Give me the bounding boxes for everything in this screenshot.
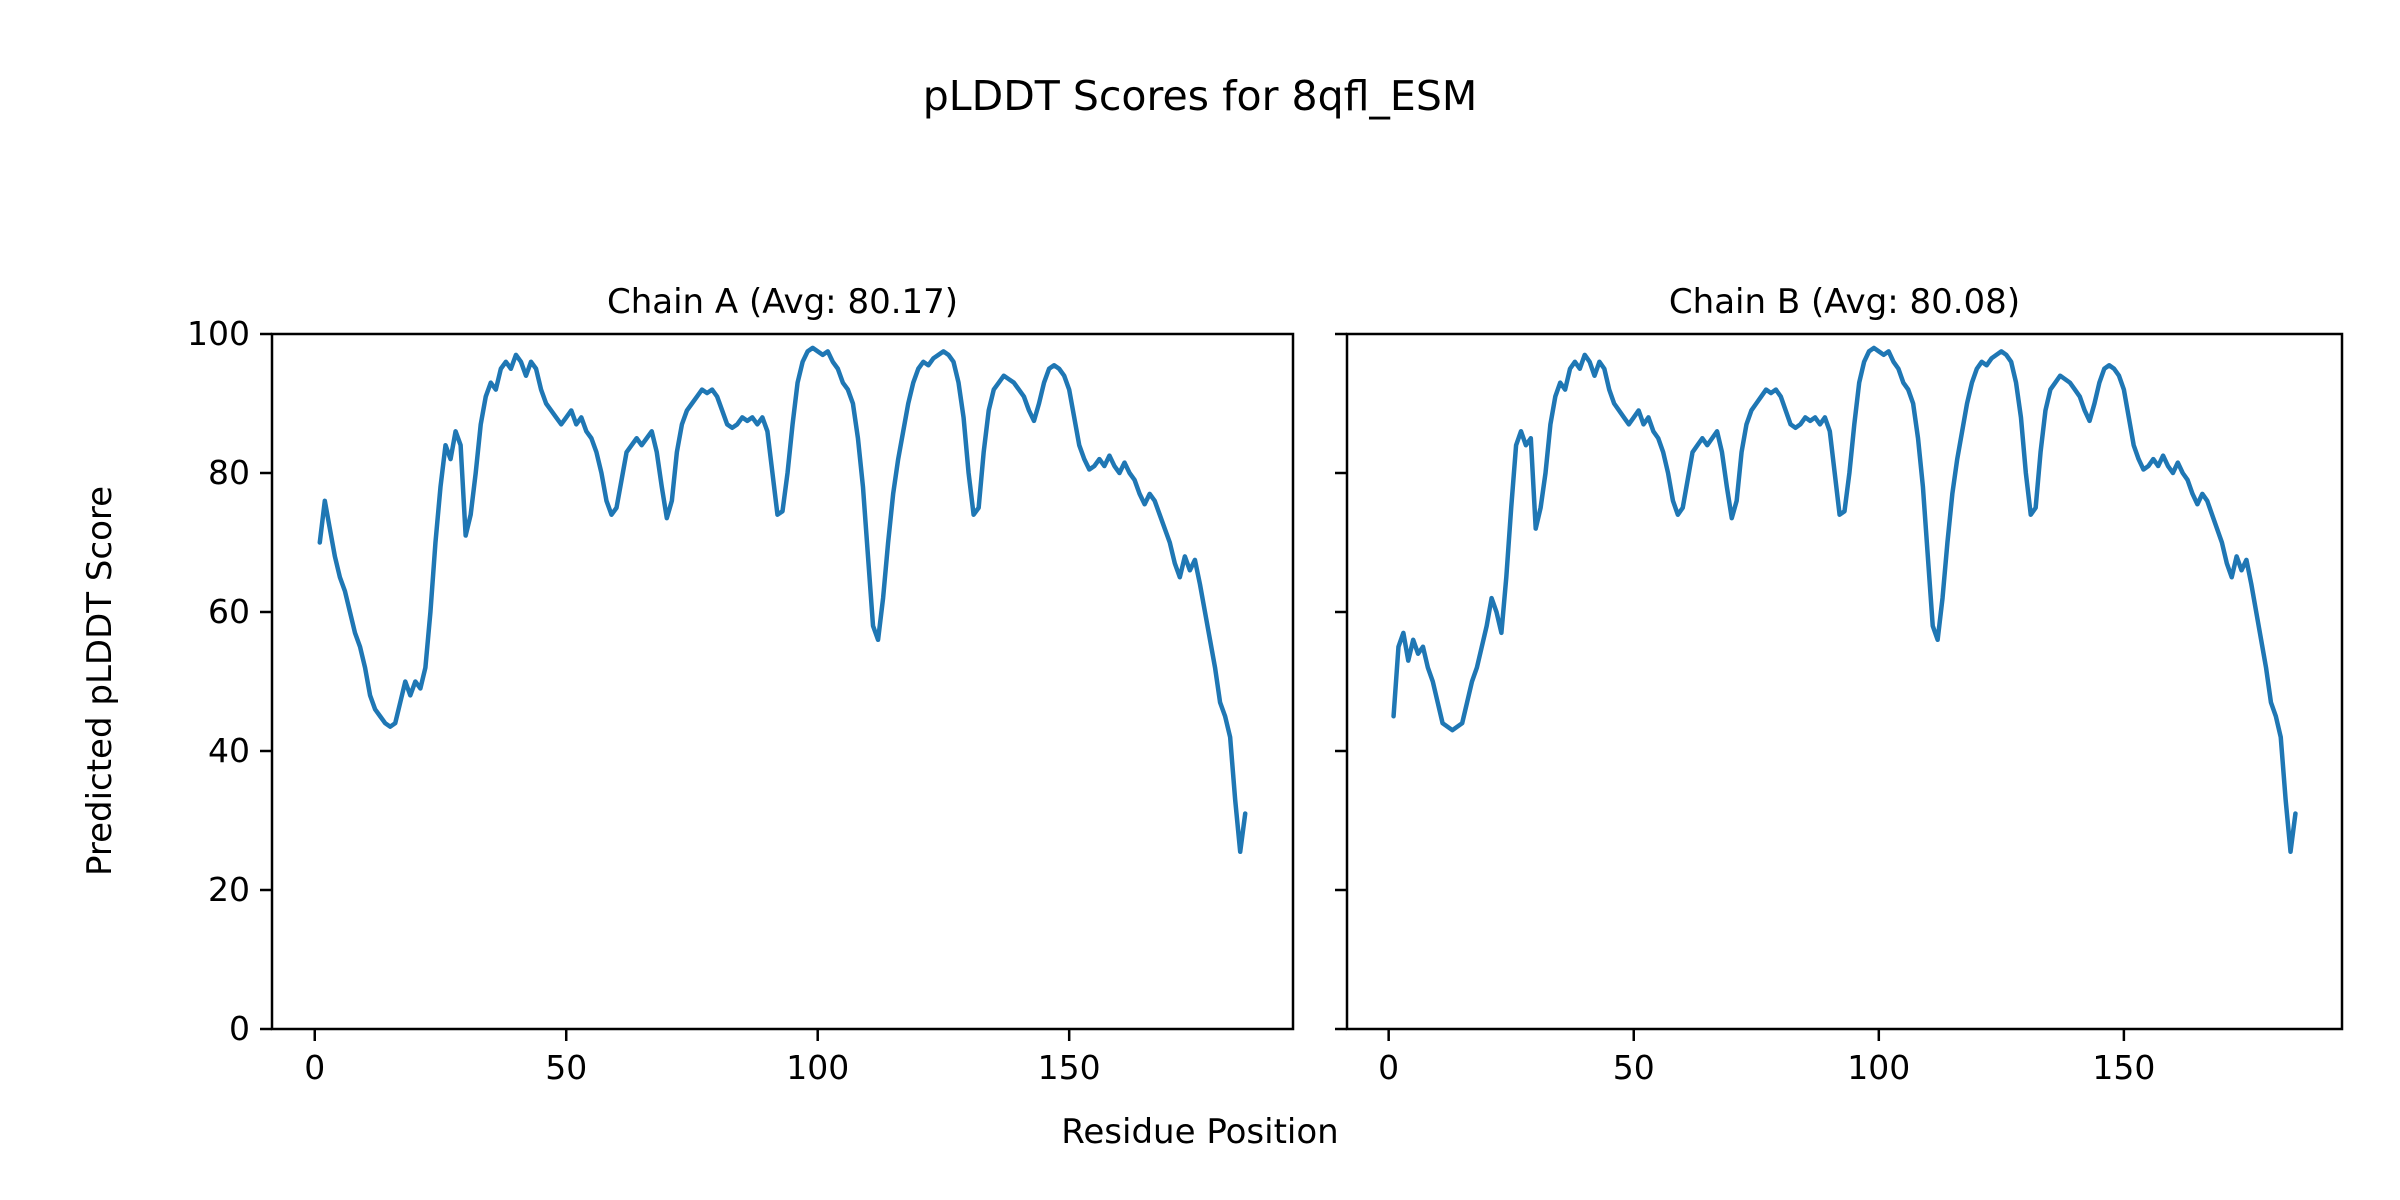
x-tick-label: 0 [1378,1048,1399,1087]
axes-frame [270,332,1295,1031]
plddt-line [1391,345,2298,855]
x-tick-label: 100 [1847,1048,1910,1087]
x-tick-label: 50 [545,1048,587,1087]
x-axis-label: Residue Position [1061,1112,1339,1152]
x-tick-label: 50 [1613,1048,1655,1087]
x-tick-label: 150 [2092,1048,2155,1087]
figure-title: pLDDT Scores for 8qfl_ESM [922,72,1478,120]
axes-frame [1345,332,2344,1031]
plddt-line [317,345,1248,855]
subplot-title-chain-b: Chain B (Avg: 80.08) [1668,282,2021,322]
y-tick-label: 40 [208,731,250,770]
x-tick-label: 150 [1038,1048,1101,1087]
y-tick-label: 60 [208,592,250,631]
y-axis-label: Predicted pLDDT Score [80,485,120,877]
chain-b-plot: 0 50 100 150 [1335,332,2344,1087]
x-tick-label: 0 [304,1048,325,1087]
y-tick-label: 80 [208,453,250,492]
x-tick-label: 100 [786,1048,849,1087]
subplot-title-chain-a: Chain A (Avg: 80.17) [606,282,959,322]
y-tick-label: 100 [187,314,250,353]
y-tick-label: 0 [229,1009,250,1048]
y-tick-label: 20 [208,870,250,909]
chain-a-plot: 0 50 100 150 0 20 40 60 80 100 [187,314,1295,1087]
